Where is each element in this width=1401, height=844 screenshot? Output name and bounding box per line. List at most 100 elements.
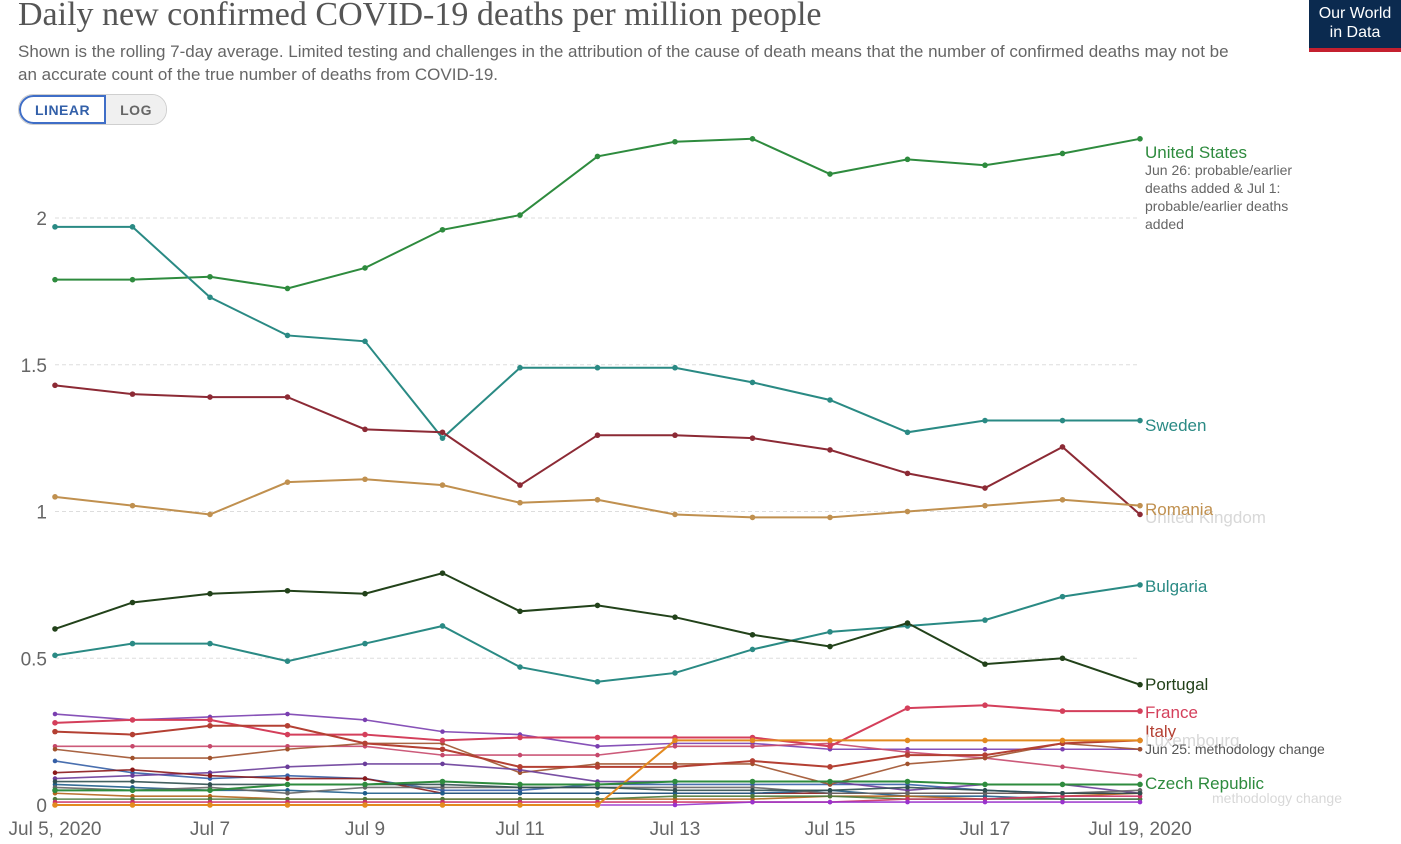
background-series-point [52,758,58,764]
logo-line-2: in Data [1329,24,1381,41]
background-series-point [285,711,290,717]
series-point [517,781,523,788]
series-point [827,778,833,785]
background-series-point [905,761,910,767]
series-point [362,265,368,271]
series-point [52,224,58,230]
series-point [904,752,911,758]
series-point [1059,655,1066,662]
series-point [362,802,368,808]
series-label: Czech Republic [1145,774,1265,793]
background-series-point [130,779,135,784]
series-point [362,640,368,647]
series-point [1137,737,1143,744]
background-series-point [517,790,523,796]
series-point [362,731,368,738]
series-point [1137,417,1143,424]
series-point [284,285,291,292]
series-point [517,499,523,506]
series-point [439,778,446,785]
background-series-point [595,790,600,796]
series-point [362,476,368,483]
background-series-point [285,776,290,781]
series-point [129,802,136,808]
background-series-point [362,717,368,723]
background-series-point [285,746,290,752]
background-series-point [827,799,833,805]
series-point [284,722,291,729]
background-series-point [827,788,833,793]
series-note: Jun 26: probable/earlier [1145,162,1292,178]
background-series-line [54,713,1140,751]
series-point [904,508,911,515]
background-series-point [750,799,755,805]
series-point [52,728,58,735]
background-series-point [207,755,213,761]
owid-logo[interactable]: Our World in Data [1309,0,1401,52]
x-tick-label: Jul 17 [960,819,1011,840]
background-series-point [52,770,58,776]
series-label: Italy [1145,722,1177,741]
series-point [594,432,601,439]
series-point [749,631,756,638]
x-tick-label: Jul 15 [805,819,856,840]
series-point [439,737,446,744]
series-point [1137,136,1143,142]
background-series-point [1137,773,1143,778]
series-line [55,225,1140,440]
series-point [594,496,601,503]
series-point [362,338,368,345]
series-point [594,153,601,160]
series-point [827,643,833,650]
background-series-point [52,779,58,784]
background-series-point [672,744,678,749]
background-series-point [207,744,213,749]
series-point [672,778,678,785]
background-series-point [207,782,213,787]
series-point [982,502,988,509]
background-series-point [1060,799,1065,805]
series-point [439,435,446,441]
series-point [129,717,136,723]
series-point [517,734,523,741]
series-point [904,778,911,785]
background-series-point [130,773,135,778]
series-point [517,608,523,615]
series-point [129,640,136,647]
series-point [439,570,446,576]
linear-scale-button[interactable]: LINEAR [19,95,107,124]
series-point [1137,781,1143,788]
series-point [982,737,988,744]
series-note: deaths added & Jul 1: [1145,180,1280,196]
series-point [672,138,678,145]
series-point [982,702,988,709]
series-point [594,602,601,609]
series-point [827,447,833,453]
series-point [904,620,911,626]
series-point [284,587,291,594]
x-tick-label: Jul 7 [190,819,230,840]
series-label: Portugal [1145,675,1208,694]
series-point [594,764,601,770]
background-series-point [362,776,368,781]
series-point [672,614,678,620]
series-point [362,740,368,747]
series-point [594,734,601,741]
series-point [439,429,446,436]
series-label: Romania [1145,500,1214,519]
series-point [52,382,58,389]
log-scale-button[interactable]: LOG [106,95,166,124]
series-point [284,332,291,339]
series-point [517,364,523,371]
series-point [1137,502,1143,509]
series-point [982,752,988,758]
series-point [672,511,678,518]
scale-toggle: LINEAR LOG [18,94,167,125]
series-point [1059,150,1066,157]
series-point [129,224,136,230]
series-point [52,652,58,659]
series-point [982,661,988,667]
series-point [672,432,678,439]
series-point [52,720,58,726]
